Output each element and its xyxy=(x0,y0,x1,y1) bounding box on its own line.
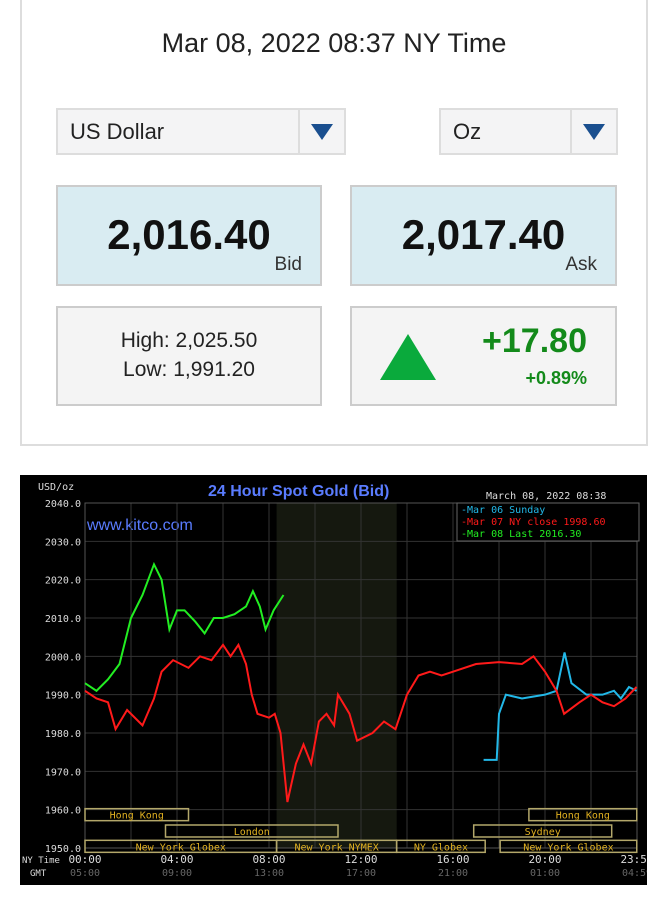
chart-title: 24 Hour Spot Gold (Bid) xyxy=(208,483,389,500)
session-bar: New York Globex xyxy=(84,839,278,853)
session-label: New York NYMEX xyxy=(294,842,378,853)
session-label: NY Globex xyxy=(414,842,468,853)
session-label: Sydney xyxy=(525,827,561,838)
y-tick-label: 2000.0 xyxy=(45,652,81,663)
session-bar: Sydney xyxy=(472,824,613,838)
bid-price: 2,016.40 xyxy=(107,211,271,258)
y-tick-label: 1970.0 xyxy=(45,767,81,778)
session-box xyxy=(528,807,638,822)
ask-box: 2,017.40 Ask xyxy=(350,185,617,286)
x-tick-label: 04:00 xyxy=(160,853,193,866)
x-tick-label: 08:00 xyxy=(252,853,285,866)
gmt-tick-label: 21:00 xyxy=(438,868,468,879)
session-box xyxy=(395,839,486,854)
gmt-tick-label: 13:00 xyxy=(254,868,284,879)
y-tick-label: 2040.0 xyxy=(45,499,81,510)
session-label: New York Globex xyxy=(136,842,226,853)
gold-chart: 24 Hour Spot Gold (Bid) USD/oz March 08,… xyxy=(20,475,654,885)
nymex-shade xyxy=(276,503,397,848)
legend-entry: -Mar 06 Sunday xyxy=(461,505,545,516)
bid-box: 2,016.40 Bid xyxy=(56,185,322,286)
series-line xyxy=(84,642,638,803)
chart-timestamp: March 08, 2022 08:38 xyxy=(486,491,606,502)
unit-select[interactable]: Oz xyxy=(439,108,618,155)
arrow-up-icon xyxy=(380,334,436,380)
gmt-label: GMT xyxy=(30,869,47,879)
session-label: Hong Kong xyxy=(110,811,164,822)
chevron-down-icon[interactable] xyxy=(298,110,344,153)
gmt-tick-label: 05:00 xyxy=(70,868,100,879)
session-box xyxy=(84,807,190,822)
session-bar: Hong Kong xyxy=(528,807,638,822)
legend-entry: -Mar 08 Last 2016.30 xyxy=(461,529,581,540)
quote-panel: Mar 08, 2022 08:37 NY Time US Dollar Oz … xyxy=(20,0,648,446)
currency-select[interactable]: US Dollar xyxy=(56,108,346,155)
x-tick-label: 20:00 xyxy=(528,853,561,866)
series-line xyxy=(84,561,285,693)
gmt-tick-label: 17:00 xyxy=(346,868,376,879)
series-line xyxy=(483,652,637,761)
chevron-down-icon[interactable] xyxy=(570,110,616,153)
quote-timestamp: Mar 08, 2022 08:37 NY Time xyxy=(161,28,507,58)
gmt-tick-label: 01:00 xyxy=(530,868,560,879)
unit-select-value: Oz xyxy=(453,118,482,144)
ask-price: 2,017.40 xyxy=(401,211,566,258)
y-tick-label: 1960.0 xyxy=(45,806,81,817)
legend-box xyxy=(456,502,640,542)
change-box: +17.80 +0.89% xyxy=(350,306,617,406)
session-label: New York Globex xyxy=(523,842,613,853)
session-label: London xyxy=(234,827,270,838)
session-box xyxy=(164,824,339,838)
y-tick-label: 1990.0 xyxy=(45,691,81,702)
session-bar: New York NYMEX xyxy=(275,839,398,853)
legend-entry: -Mar 07 NY close 1998.60 xyxy=(461,517,606,528)
high-value: High: 2,025.50 xyxy=(120,329,258,352)
session-bar: NY Globex xyxy=(395,839,486,854)
session-label: Hong Kong xyxy=(556,811,610,822)
change-value: +17.80 xyxy=(482,322,587,360)
x-tick-label: 16:00 xyxy=(436,853,469,866)
session-bar: Hong Kong xyxy=(84,807,190,822)
high-low-box: High: 2,025.50 Low: 1,991.20 xyxy=(56,306,322,406)
currency-select-value: US Dollar xyxy=(70,118,165,144)
x-tick-label: 00:00 xyxy=(68,853,101,866)
gmt-tick-label: 04:59 xyxy=(622,868,647,879)
ask-label: Ask xyxy=(565,254,597,275)
y-tick-label: 2020.0 xyxy=(45,576,81,587)
x-tick-label: 23:59 xyxy=(620,853,647,866)
chart-svg: 24 Hour Spot Gold (Bid) USD/oz March 08,… xyxy=(22,482,654,879)
bid-label: Bid xyxy=(274,254,302,275)
gmt-tick-label: 09:00 xyxy=(162,868,192,879)
session-bar: New York Globex xyxy=(499,839,638,854)
watermark: www.kitco.com xyxy=(86,517,193,534)
x-tick-label: 12:00 xyxy=(344,853,377,866)
ny-time-label: NY Time xyxy=(22,856,60,866)
low-value: Low: 1,991.20 xyxy=(123,358,255,381)
session-box xyxy=(499,839,638,854)
y-tick-label: 1950.0 xyxy=(45,844,81,855)
y-tick-label: 1980.0 xyxy=(45,729,81,740)
session-bar: London xyxy=(164,824,339,838)
session-box xyxy=(472,824,613,838)
y-tick-label: 2010.0 xyxy=(45,614,81,625)
y-tick-label: 2030.0 xyxy=(45,537,81,548)
y-axis-label: USD/oz xyxy=(38,482,74,493)
plot-border xyxy=(84,502,638,849)
change-percent: +0.89% xyxy=(525,368,587,388)
